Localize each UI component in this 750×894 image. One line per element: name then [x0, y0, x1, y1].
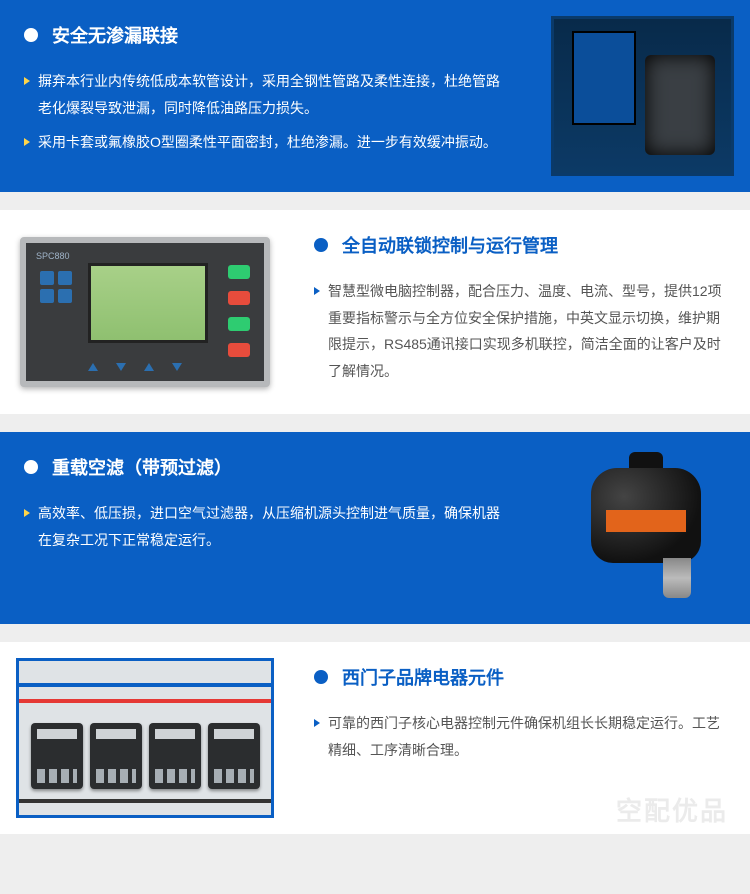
start-button-icon — [228, 265, 250, 279]
bullet-text: 可靠的西门子核心电器控制元件确保机组长长期稳定运行。工艺精细、工序清晰合理。 — [328, 710, 726, 763]
heading-text: 安全无渗漏联接 — [52, 22, 178, 48]
feature-text: 全自动联锁控制与运行管理 智慧型微电脑控制器，配合压力、温度、电流、型号，提供1… — [290, 210, 750, 414]
feature-image — [535, 0, 750, 192]
triangle-icon — [314, 719, 320, 727]
down-arrow-icon — [172, 363, 182, 371]
contactor — [90, 723, 142, 789]
feature-heading: 全自动联锁控制与运行管理 — [314, 232, 726, 258]
watermark-text: 空配优品 — [616, 791, 728, 828]
controller-panel-image: SPC880 — [20, 237, 270, 387]
feature-image: SPC880 — [0, 210, 290, 414]
filter-port — [663, 558, 691, 598]
triangle-icon — [24, 509, 30, 517]
feature-image — [0, 642, 290, 834]
up-arrow-icon — [88, 363, 98, 371]
contactor — [208, 723, 260, 789]
contactor-rail — [19, 719, 271, 789]
panel-model-label: SPC880 — [36, 251, 70, 261]
heading-text: 重载空滤（带预过滤） — [52, 454, 232, 480]
electrical-contactors-image — [16, 658, 274, 818]
feature-heading: 重载空滤（带预过滤） — [24, 454, 511, 480]
filter-band — [606, 510, 686, 532]
panel-lcd — [88, 263, 208, 343]
feature-heading: 西门子品牌电器元件 — [314, 664, 726, 690]
triangle-icon — [24, 77, 30, 85]
bullet-text: 摒弃本行业内传统低成本软管设计，采用全钢性管路及柔性连接，杜绝管路老化爆裂导致泄… — [38, 68, 511, 121]
triangle-icon — [314, 287, 320, 295]
bullet-dot-icon — [314, 670, 328, 684]
feature-text: 重载空滤（带预过滤） 高效率、低压损，进口空气过滤器，从压缩机源头控制进气质量，… — [0, 432, 535, 624]
feature-section-1: 安全无渗漏联接 摒弃本行业内传统低成本软管设计，采用全钢性管路及柔性连接，杜绝管… — [0, 0, 750, 192]
up-arrow-icon — [144, 363, 154, 371]
wire — [19, 799, 271, 803]
feature-image — [535, 432, 750, 624]
contactor — [31, 723, 83, 789]
feature-heading: 安全无渗漏联接 — [24, 22, 511, 48]
bullet-text: 采用卡套或氟橡胶O型圈柔性平面密封，杜绝渗漏。进一步有效缓冲振动。 — [38, 129, 497, 156]
feature-section-3: 重载空滤（带预过滤） 高效率、低压损，进口空气过滤器，从压缩机源头控制进气质量，… — [0, 432, 750, 624]
bullet-dot-icon — [24, 460, 38, 474]
wire — [19, 683, 271, 687]
air-filter-image — [551, 448, 734, 608]
feature-text: 安全无渗漏联接 摒弃本行业内传统低成本软管设计，采用全钢性管路及柔性连接，杜绝管… — [0, 0, 535, 192]
bullet-text: 高效率、低压损，进口空气过滤器，从压缩机源头控制进气质量，确保机器在复杂工况下正… — [38, 500, 511, 553]
green-button-icon — [228, 317, 250, 331]
feature-bullet: 摒弃本行业内传统低成本软管设计，采用全钢性管路及柔性连接，杜绝管路老化爆裂导致泄… — [24, 68, 511, 121]
feature-bullet: 高效率、低压损，进口空气过滤器，从压缩机源头控制进气质量，确保机器在复杂工况下正… — [24, 500, 511, 553]
bullet-dot-icon — [314, 238, 328, 252]
feature-section-2: SPC880 全自动联锁控制与运行管理 智慧型微电脑控制器，配合压力、温度、电流… — [0, 210, 750, 414]
panel-keypad — [40, 271, 76, 303]
stop-button-icon — [228, 291, 250, 305]
triangle-icon — [24, 138, 30, 146]
heading-text: 西门子品牌电器元件 — [342, 664, 504, 690]
down-arrow-icon — [116, 363, 126, 371]
heading-text: 全自动联锁控制与运行管理 — [342, 232, 558, 258]
compressor-interior-image — [551, 16, 734, 176]
feature-bullet: 可靠的西门子核心电器控制元件确保机组长长期稳定运行。工艺精细、工序清晰合理。 — [314, 710, 726, 763]
contactor — [149, 723, 201, 789]
wire — [19, 699, 271, 703]
bullet-text: 智慧型微电脑控制器，配合压力、温度、电流、型号，提供12项重要指标警示与全方位安… — [328, 278, 726, 384]
panel-arrows — [88, 363, 182, 371]
feature-bullet: 智慧型微电脑控制器，配合压力、温度、电流、型号，提供12项重要指标警示与全方位安… — [314, 278, 726, 384]
feature-bullet: 采用卡套或氟橡胶O型圈柔性平面密封，杜绝渗漏。进一步有效缓冲振动。 — [24, 129, 511, 156]
red-button-icon — [228, 343, 250, 357]
bullet-dot-icon — [24, 28, 38, 42]
